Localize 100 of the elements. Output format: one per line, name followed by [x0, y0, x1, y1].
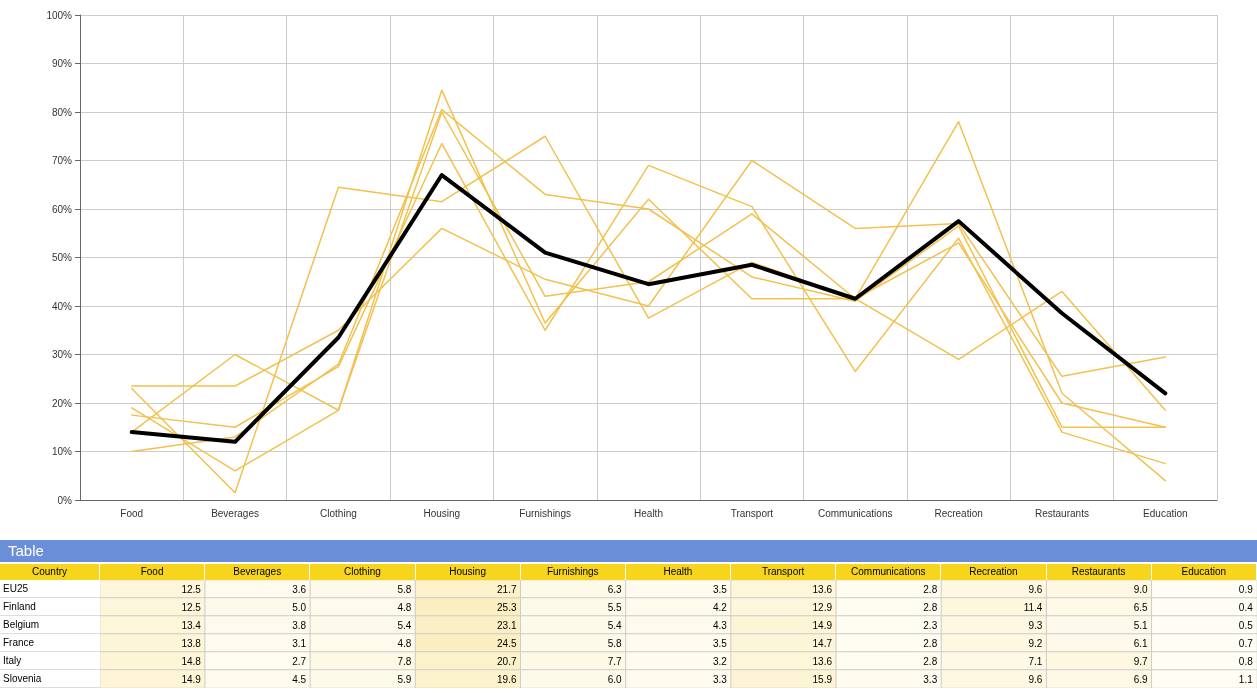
data-label: 5.4	[607, 619, 623, 631]
data-label: 20.7	[497, 655, 517, 667]
x-tick-label: Recreation	[934, 507, 983, 519]
data-label: 12.9	[812, 601, 833, 613]
y-tick-label: 30%	[51, 349, 73, 360]
y-axis-title: Country	[0, 564, 100, 580]
x-tick-label: Health	[625, 564, 732, 580]
data-label: 2.8	[923, 601, 938, 613]
x-tick-label: Education	[1143, 507, 1188, 519]
x-tick-label: Transport	[730, 507, 774, 519]
data-label: 9.6	[1028, 583, 1043, 595]
y-tick-label: 50%	[51, 252, 73, 263]
y-tick-label: 100%	[46, 9, 73, 21]
data-label: 0.5	[1238, 619, 1254, 631]
x-tick-label: Furnishings	[519, 507, 571, 519]
y-tick-label: Italy	[0, 652, 100, 670]
data-label: 4.3	[712, 619, 728, 631]
data-label: 6.0	[607, 673, 623, 685]
y-tick-label: 20%	[51, 397, 73, 409]
x-tick-label: Beverages	[205, 564, 311, 580]
data-label: 2.8	[923, 583, 938, 595]
data-label: 19.6	[497, 673, 517, 685]
x-tick-label: Housing	[415, 564, 521, 580]
data-label: 4.8	[397, 637, 412, 649]
data-label: 6.9	[1133, 673, 1148, 685]
data-label: 0.8	[1238, 655, 1254, 667]
data-label: 5.8	[397, 583, 412, 595]
x-tick-label: Communications	[836, 564, 942, 580]
data-label: 25.3	[497, 601, 517, 613]
data-label: 9.6	[1028, 673, 1043, 685]
data-label: 3.2	[712, 655, 728, 667]
data-label: 7.7	[607, 655, 623, 667]
data-label: 24.5	[497, 637, 517, 649]
y-tick-label: 80%	[51, 106, 73, 118]
data-label: 14.7	[812, 637, 833, 649]
data-label: 7.8	[397, 655, 412, 667]
data-label: 4.8	[397, 601, 412, 613]
x-tick-label: Transport	[731, 564, 837, 580]
data-label: 0.7	[1238, 637, 1254, 649]
x-tick-label: Communications	[817, 507, 893, 519]
data-label: 6.3	[607, 583, 623, 595]
data-label: 5.1	[1133, 619, 1148, 631]
x-tick-label: Restaurants	[1034, 507, 1089, 519]
data-label: 2.8	[923, 655, 938, 667]
data-label: 5.8	[607, 637, 623, 649]
data-label: 3.3	[712, 673, 728, 685]
data-label: 6.1	[1133, 637, 1148, 649]
data-label: 7.1	[1028, 655, 1043, 667]
data-label: 14.9	[181, 673, 202, 685]
data-label: 23.1	[497, 619, 517, 631]
data-label: 13.6	[812, 655, 833, 667]
y-tick-label: 0%	[57, 494, 73, 506]
data-label: 12.5	[181, 583, 202, 595]
x-tick-label: Clothing	[320, 507, 357, 519]
y-tick-label: Slovenia	[0, 670, 100, 688]
data-label: 3.6	[292, 583, 307, 595]
data-label: 2.3	[923, 619, 938, 631]
data-label: 13.4	[181, 619, 202, 631]
x-tick-label: Food	[120, 507, 144, 519]
data-label: 3.5	[712, 637, 728, 649]
x-tick-label: Furnishings	[520, 564, 626, 580]
data-label: 5.4	[397, 619, 412, 631]
data-label: 3.8	[292, 619, 307, 631]
data-label: 9.2	[1028, 637, 1043, 649]
data-label: 1.1	[1238, 673, 1254, 685]
line-series	[129, 173, 1168, 444]
data-label: 0.9	[1238, 583, 1254, 595]
data-label: 21.7	[497, 583, 517, 595]
y-tick-label: EU25	[0, 580, 100, 598]
y-tick-label: 10%	[51, 446, 73, 457]
y-tick-label: France	[0, 634, 100, 652]
data-label: 3.5	[712, 583, 728, 595]
data-label: 15.9	[812, 673, 833, 685]
data-label: 5.0	[292, 601, 307, 613]
data-label: 2.8	[923, 637, 938, 649]
y-tick-label: 60%	[51, 203, 73, 215]
data-label: 9.3	[1028, 619, 1043, 631]
y-tick-label: 70%	[51, 155, 73, 166]
data-label: 12.5	[181, 601, 202, 613]
x-tick-label: Food	[100, 564, 206, 580]
x-tick-label: Beverages	[211, 507, 259, 519]
data-label: 2.7	[292, 655, 307, 667]
data-label: 5.5	[607, 601, 623, 613]
data-label: 13.6	[812, 583, 833, 595]
y-tick-label: 90%	[51, 58, 73, 69]
chart-title: Table	[0, 540, 1257, 562]
data-label: 3.1	[292, 637, 307, 649]
data-label: 0.4	[1238, 601, 1254, 613]
data-label: 4.5	[292, 673, 307, 685]
x-tick-label: Clothing	[310, 564, 416, 580]
x-tick-label: Recreation	[941, 564, 1047, 580]
x-tick-label: Housing	[423, 507, 461, 519]
y-tick-label: Belgium	[0, 616, 100, 634]
data-label: 9.7	[1133, 655, 1148, 667]
data-label: 13.8	[181, 637, 202, 649]
data-label: 5.9	[397, 673, 412, 685]
y-tick-label: 40%	[51, 300, 73, 312]
data-label: 14.8	[181, 655, 202, 667]
y-tick-label: Finland	[0, 598, 100, 616]
data-label: 11.4	[1023, 601, 1043, 613]
